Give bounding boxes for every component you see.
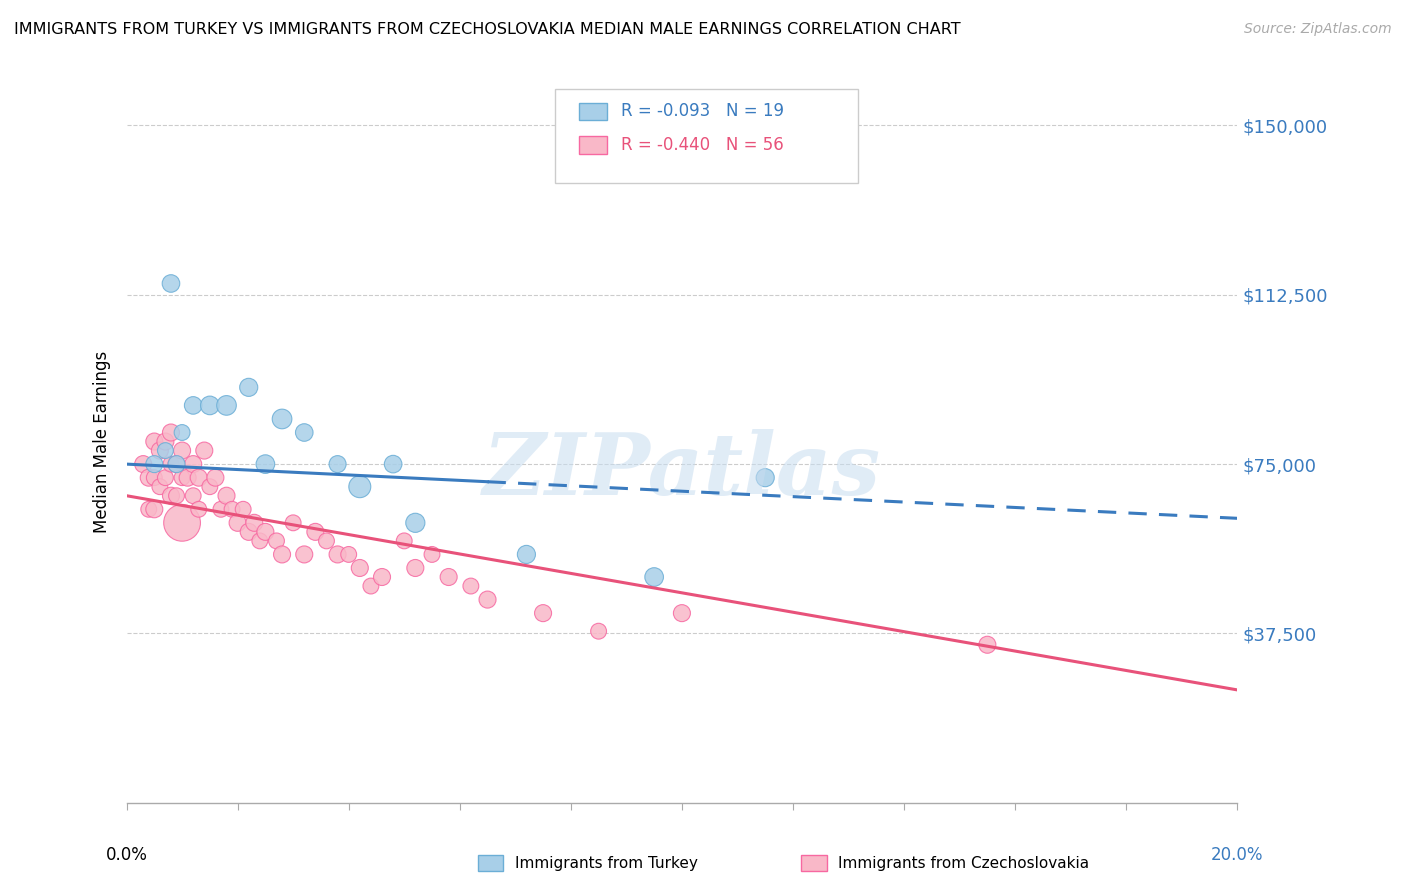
Point [204, 470, 226, 484]
Point [232, 502, 254, 516]
Point [349, 480, 371, 494]
Point [172, 470, 194, 484]
Point [132, 457, 155, 471]
Point [143, 470, 166, 484]
Text: Source: ZipAtlas.com: Source: ZipAtlas.com [1244, 22, 1392, 37]
Point [143, 457, 166, 471]
Point [304, 524, 326, 539]
Point [172, 425, 194, 440]
Point [271, 548, 294, 562]
Point [292, 548, 315, 562]
Point [420, 548, 443, 562]
Text: R = -0.093   N = 19: R = -0.093 N = 19 [621, 103, 785, 120]
Point [160, 425, 183, 440]
Point [209, 502, 232, 516]
Point [181, 457, 204, 471]
Point [138, 470, 160, 484]
Point [382, 457, 405, 471]
Point [172, 443, 194, 458]
Point [176, 470, 198, 484]
Text: ZIPatlas: ZIPatlas [482, 429, 882, 512]
Text: R = -0.440   N = 56: R = -0.440 N = 56 [621, 136, 785, 154]
Point [187, 470, 209, 484]
Text: Immigrants from Czechoslovakia: Immigrants from Czechoslovakia [838, 856, 1090, 871]
Point [149, 443, 172, 458]
Point [238, 524, 260, 539]
Point [371, 570, 394, 584]
Point [531, 606, 554, 620]
Point [326, 457, 349, 471]
Text: Immigrants from Turkey: Immigrants from Turkey [515, 856, 697, 871]
Point [271, 412, 294, 426]
Point [181, 398, 204, 412]
Point [143, 434, 166, 449]
Point [187, 502, 209, 516]
Point [266, 533, 288, 548]
Point [172, 516, 194, 530]
Point [315, 533, 337, 548]
Point [198, 480, 221, 494]
Point [193, 443, 215, 458]
Point [160, 489, 183, 503]
Point [404, 561, 426, 575]
Point [226, 516, 249, 530]
Point [243, 516, 266, 530]
Point [215, 398, 238, 412]
Point [149, 480, 172, 494]
Text: IMMIGRANTS FROM TURKEY VS IMMIGRANTS FROM CZECHOSLOVAKIA MEDIAN MALE EARNINGS CO: IMMIGRANTS FROM TURKEY VS IMMIGRANTS FRO… [14, 22, 960, 37]
Point [181, 489, 204, 503]
Point [976, 638, 998, 652]
Point [143, 502, 166, 516]
Point [588, 624, 610, 639]
Point [515, 548, 537, 562]
Point [138, 502, 160, 516]
Point [460, 579, 482, 593]
Point [166, 457, 188, 471]
Point [155, 443, 177, 458]
Point [754, 470, 776, 484]
Point [360, 579, 382, 593]
Point [155, 470, 177, 484]
Point [155, 434, 177, 449]
Point [394, 533, 416, 548]
Point [166, 489, 188, 503]
Point [238, 380, 260, 394]
Point [281, 516, 304, 530]
Point [166, 457, 188, 471]
Point [221, 502, 243, 516]
Y-axis label: Median Male Earnings: Median Male Earnings [93, 351, 111, 533]
Point [198, 398, 221, 412]
Point [404, 516, 426, 530]
Point [215, 489, 238, 503]
Point [160, 277, 183, 291]
Point [249, 533, 271, 548]
Point [254, 524, 277, 539]
Point [477, 592, 499, 607]
Point [437, 570, 460, 584]
Text: 20.0%: 20.0% [1211, 847, 1264, 864]
Point [326, 548, 349, 562]
Point [292, 425, 315, 440]
Point [337, 548, 360, 562]
Point [643, 570, 665, 584]
Point [160, 457, 183, 471]
Text: 0.0%: 0.0% [105, 847, 148, 864]
Point [349, 561, 371, 575]
Point [254, 457, 277, 471]
Point [671, 606, 693, 620]
